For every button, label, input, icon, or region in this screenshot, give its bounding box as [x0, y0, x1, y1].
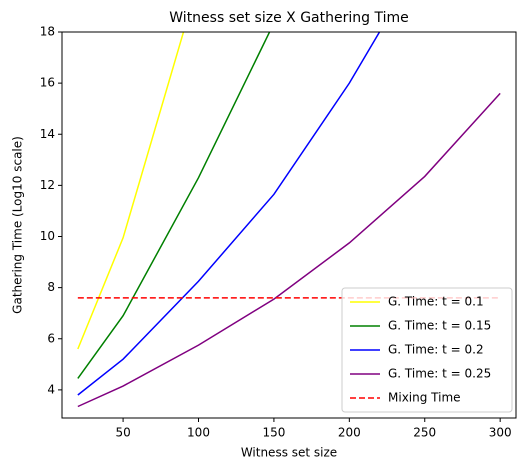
y-tick-label: 6: [47, 331, 55, 345]
legend-label: Mixing Time: [388, 391, 461, 405]
x-axis-label: Witness set size: [241, 446, 337, 460]
x-tick-label: 50: [115, 426, 130, 440]
y-tick-label: 14: [40, 127, 55, 141]
series-line: [77, 32, 185, 350]
y-tick-label: 18: [40, 25, 55, 39]
legend-label: G. Time: t = 0.25: [388, 367, 491, 381]
axes-frame: [61, 31, 517, 419]
x-tick-label: 150: [262, 426, 285, 440]
y-tick-label: 8: [47, 280, 55, 294]
legend-box: [341, 287, 513, 413]
legend-label: G. Time: t = 0.15: [388, 319, 491, 333]
legend-label: G. Time: t = 0.2: [388, 343, 484, 357]
series-line: [77, 32, 271, 379]
y-tick-label: 16: [40, 76, 55, 90]
x-tick-label: 100: [187, 426, 210, 440]
y-tick-label: 4: [47, 382, 55, 396]
x-tick-label: 300: [489, 426, 512, 440]
x-tick-label: 250: [413, 426, 436, 440]
x-tick-label: 200: [338, 426, 361, 440]
chart-title: Witness set size X Gathering Time: [169, 10, 408, 26]
series-line: [77, 32, 381, 396]
y-axis-label: Gathering Time (Log10 scale): [11, 136, 25, 314]
y-tick-label: 12: [40, 178, 55, 192]
y-tick-label: 10: [40, 229, 55, 243]
legend-label: G. Time: t = 0.1: [388, 295, 484, 309]
series-line: [77, 92, 501, 408]
